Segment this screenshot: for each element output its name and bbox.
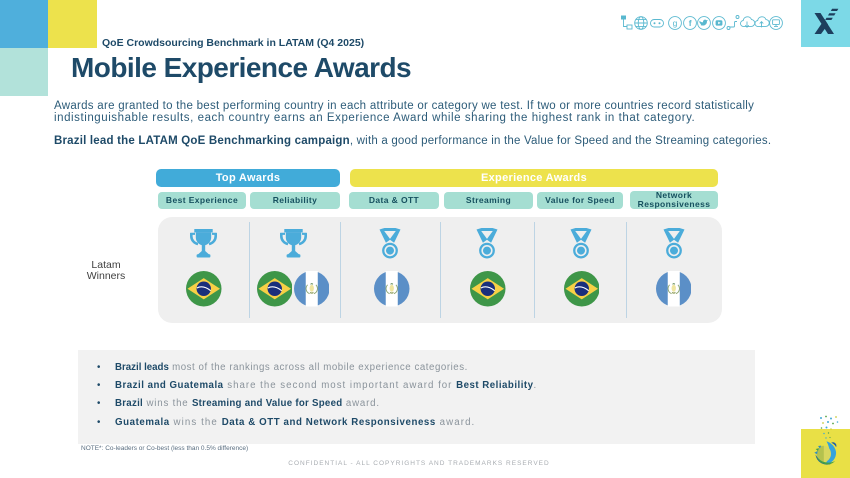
- svg-text:g: g: [673, 18, 678, 28]
- svg-text:f: f: [689, 18, 692, 28]
